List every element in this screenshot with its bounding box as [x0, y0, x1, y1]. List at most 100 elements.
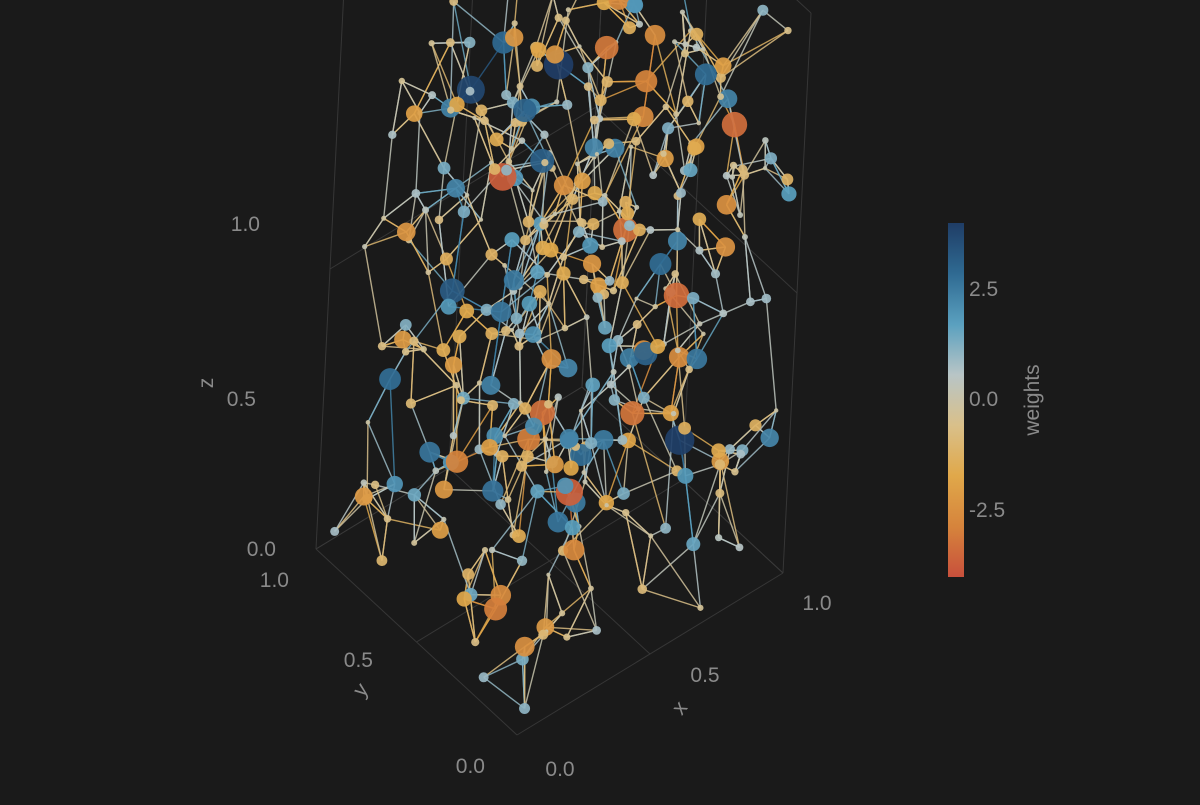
y-tick-label: 0.5: [344, 649, 373, 672]
edges: [335, 0, 789, 708]
node-point: [680, 9, 685, 14]
node-point: [562, 100, 572, 110]
node-point: [609, 394, 620, 405]
node-point: [592, 626, 601, 635]
node-point: [637, 584, 647, 594]
node-point: [575, 161, 580, 166]
node-point: [623, 21, 636, 34]
edge: [634, 119, 653, 175]
node-point: [676, 188, 686, 198]
node-point: [490, 132, 504, 146]
node-point: [638, 392, 650, 404]
node-point: [664, 283, 690, 309]
node-point: [646, 226, 654, 234]
node-point: [583, 255, 601, 273]
node-point: [560, 253, 567, 260]
node-point: [411, 540, 417, 546]
edge: [669, 0, 691, 31]
node-point: [487, 400, 498, 411]
node-point: [633, 223, 646, 236]
node-point: [682, 41, 688, 47]
node-point: [693, 212, 707, 226]
node-point: [512, 529, 526, 543]
node-point: [362, 244, 367, 249]
edge: [618, 299, 636, 341]
edge: [545, 588, 591, 627]
node-point: [693, 44, 701, 52]
node-point: [388, 131, 396, 139]
node-point: [621, 207, 635, 221]
node-point: [446, 38, 455, 47]
node-point: [562, 325, 569, 332]
node-point: [514, 342, 523, 351]
node-point: [554, 175, 574, 195]
node-point: [763, 166, 767, 170]
node-point: [496, 450, 508, 462]
node-point: [649, 171, 657, 179]
edge: [368, 422, 395, 484]
node-point: [563, 460, 578, 475]
node-point: [723, 172, 731, 180]
node-point: [525, 326, 542, 343]
node-point: [629, 145, 633, 149]
node-point: [627, 112, 641, 126]
x-tick-label: 0.0: [545, 758, 574, 781]
node-point: [504, 270, 524, 290]
node-point: [715, 534, 722, 541]
node-point: [544, 469, 549, 474]
node-point: [472, 116, 476, 120]
node-point: [546, 456, 564, 474]
node-point: [672, 39, 677, 44]
node-point: [585, 378, 600, 393]
node-point: [466, 87, 475, 96]
node-point: [435, 216, 444, 225]
node-point: [531, 42, 547, 58]
x-axis-ticks: 0.0 0.5 1.0: [545, 592, 831, 781]
node-point: [464, 37, 475, 48]
node-point: [611, 369, 617, 375]
node-point: [662, 122, 674, 134]
node-point: [588, 586, 594, 592]
colorbar-label: weights: [1021, 364, 1044, 436]
node-point: [715, 489, 724, 498]
node-point: [441, 299, 457, 315]
node-point: [462, 568, 474, 580]
node-point: [400, 319, 412, 331]
node-point: [762, 137, 769, 144]
node-point: [480, 117, 489, 126]
node-point: [678, 422, 691, 435]
node-point: [450, 432, 457, 439]
node-point: [634, 205, 639, 210]
node-point: [567, 194, 578, 205]
node-point: [577, 44, 581, 48]
node-point: [584, 314, 590, 320]
grid-line: [316, 0, 344, 549]
node-point: [485, 248, 497, 260]
node-point: [519, 703, 530, 714]
node-point: [465, 193, 469, 197]
node-point: [530, 265, 544, 279]
node-point: [546, 301, 551, 306]
node-point: [617, 487, 630, 500]
node-point: [607, 381, 615, 389]
node-point: [650, 339, 665, 354]
node-point: [501, 165, 512, 176]
edge: [723, 10, 763, 65]
node-point: [563, 634, 570, 641]
node-point: [429, 40, 435, 46]
node-point: [489, 547, 495, 553]
node-point: [579, 275, 588, 284]
node-point: [501, 326, 511, 336]
node-point: [574, 173, 591, 190]
node-point: [595, 152, 599, 156]
node-point: [397, 223, 416, 242]
z-tick-label: 0.5: [227, 388, 256, 411]
node-point: [502, 434, 507, 439]
node-point: [562, 17, 570, 25]
node-point: [482, 480, 503, 501]
node-point: [515, 329, 525, 339]
node-point: [695, 63, 717, 85]
node-point: [541, 218, 545, 222]
node-point: [685, 366, 693, 374]
